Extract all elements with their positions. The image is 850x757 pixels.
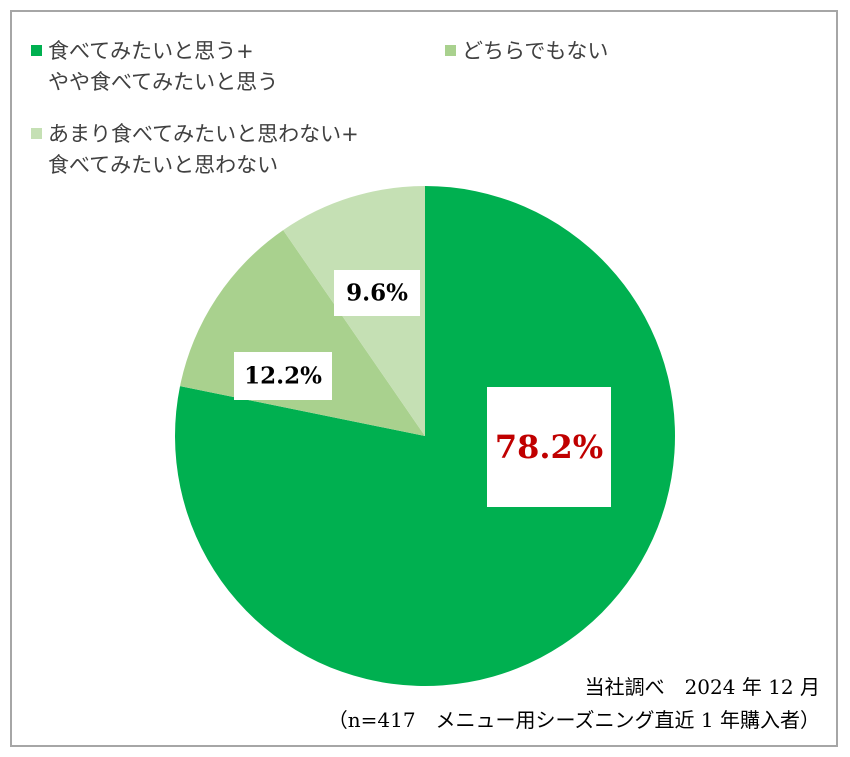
data-label-neutral: 12.2%: [244, 363, 322, 390]
legend-label-line-1: 食べてみたいと思う+: [48, 39, 254, 63]
legend-swatch-neutral: [445, 45, 456, 56]
data-label-box-not-want-to-eat: [334, 270, 420, 316]
data-label-want-to-eat: 78.2%: [495, 428, 603, 466]
legend-label-line-2: やや食べてみたいと思う: [48, 70, 279, 94]
legend-swatch-want-to-eat: [31, 45, 42, 56]
legend-label-line-1: あまり食べてみたいと思わない+: [48, 122, 359, 146]
data-label-not-want-to-eat: 9.6%: [346, 280, 408, 307]
legend-item-want-to-eat: 食べてみたいと思う+ やや食べてみたいと思う: [31, 36, 278, 98]
legend-label-line-1: どちらでもない: [462, 39, 609, 63]
legend-item-not-want-to-eat: あまり食べてみたいと思わない+ 食べてみたいと思わない: [31, 119, 359, 181]
source-note: 当社調べ 2024 年 12 月: [584, 675, 820, 699]
data-label-box-want-to-eat: [487, 387, 611, 507]
legend-label-line-2: 食べてみたいと思わない: [48, 153, 279, 177]
data-label-box-neutral: [234, 352, 332, 400]
sample-note: （n=417 メニュー用シーズニング直近 1 年購入者）: [327, 708, 820, 732]
legend-swatch-not-want-to-eat: [31, 128, 42, 139]
legend-item-neutral: どちらでもない: [445, 36, 608, 67]
